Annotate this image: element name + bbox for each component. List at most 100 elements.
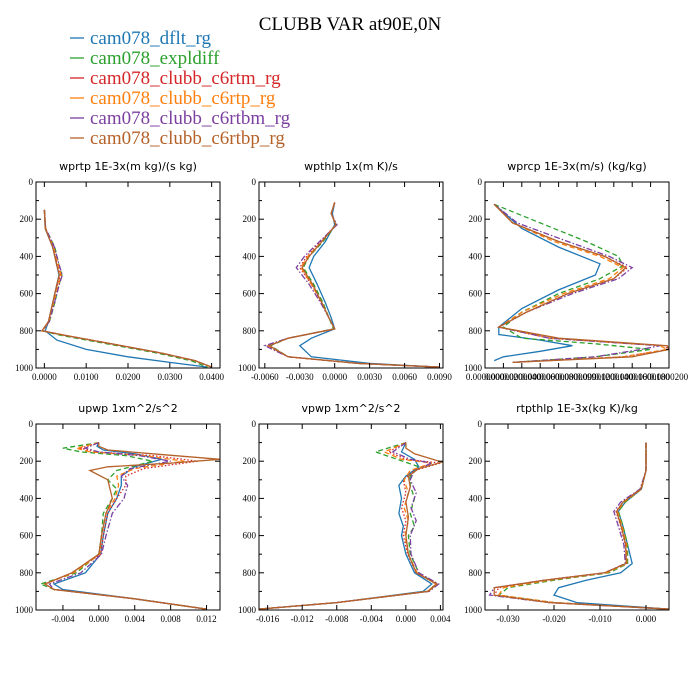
y-tick-label: 400 [243, 251, 257, 261]
series-line-cam078_dflt_rg [493, 203, 601, 362]
y-tick-label: 800 [469, 326, 483, 336]
x-tick-label: 0.000 [636, 614, 657, 624]
y-tick-label: 200 [20, 214, 34, 224]
plot-frame [258, 423, 444, 611]
panels: wprtp 1E-3x(m kg)/(s kg) 0 200 400 600 800 100… [15, 160, 689, 624]
series-line-cam078_clubb_c6rtp_rg [493, 203, 669, 364]
x-tick-label: 0.0400 [199, 372, 224, 382]
x-tick-label: 0.0000099 [558, 372, 597, 382]
x-tick-label: 0.0000180 [631, 372, 670, 382]
y-tick-label: 600 [469, 289, 483, 299]
y-tick-label: 800 [20, 568, 34, 578]
legend-entry: cam078_clubb_c6rtp_rg [90, 88, 276, 109]
series-line-cam078_clubb_c6rtbm_rg [263, 202, 440, 368]
series-line-cam078_clubb_c6rtp_rg [266, 202, 440, 368]
series-line-cam078_dflt_rg [52, 442, 207, 610]
x-tick-label: -0.004 [360, 614, 384, 624]
y-tick-label: 1000 [15, 605, 34, 615]
y-tick-label: 400 [469, 251, 483, 261]
x-tick-label: 0.008 [161, 614, 182, 624]
x-tick-label: 0.0000 [32, 372, 57, 382]
series-line-cam078_clubb_c6rtbp_rg [259, 442, 443, 610]
x-tick-label: 0.0200 [116, 372, 141, 382]
x-tick-label: 0.0060 [392, 372, 417, 382]
x-tick-label: 0.0090 [427, 372, 452, 382]
legend-entry: cam078_expldiff [90, 48, 220, 69]
x-tick-label: 0.0000160 [613, 372, 652, 382]
y-tick-label: 800 [20, 326, 34, 336]
x-tick-label: -0.0060 [251, 372, 279, 382]
panel-title: rtpthlp 1E-3x(kg K)/kg [516, 402, 638, 415]
legend-entry: cam078_clubb_c6rtbm_rg [90, 108, 291, 129]
series-line-cam078_clubb_c6rtbm_rg [48, 442, 207, 610]
y-tick-label: 600 [20, 289, 34, 299]
x-tick-label: 0.0000140 [595, 372, 634, 382]
panel-title: wprcp 1E-3x(m/s) (kg/kg) [507, 160, 646, 173]
y-tick-label: 400 [469, 493, 483, 503]
series-line-cam078_dflt_rg [553, 442, 669, 610]
panel-title: wprtp 1E-3x(m kg)/(s kg) [59, 160, 197, 173]
x-tick-label: 0.0000040 [503, 372, 542, 382]
x-tick-label: 0.0100 [74, 372, 99, 382]
y-tick-label: 600 [20, 531, 34, 541]
x-tick-label: -0.008 [325, 614, 349, 624]
series-line-cam078_clubb_c6rtbp_rg [493, 442, 669, 610]
panel-title: wpthlp 1x(m K)/s [304, 160, 398, 173]
x-tick-label: 0.0030 [357, 372, 382, 382]
series-line-cam078_clubb_c6rtbp_rg [268, 202, 440, 368]
x-tick-label: 0.0000080 [539, 372, 578, 382]
y-tick-label: 400 [243, 493, 257, 503]
x-tick-label: -0.030 [496, 614, 520, 624]
series-line-cam078_expldiff [269, 202, 440, 368]
x-tick-label: 0.0000000 [466, 372, 505, 382]
panel: upwp 1xm^2/s^2 0 200 400 600 800 1000 -0.004 0.0… [15, 402, 221, 624]
series-line-cam078_clubb_c6rtp_rg [43, 441, 207, 610]
y-tick-label: 600 [243, 289, 257, 299]
series-line-cam078_clubb_c6rtbm_rg [41, 209, 212, 368]
x-tick-label: 0.012 [196, 614, 216, 624]
plot-frame [258, 181, 444, 369]
y-tick-label: 1000 [464, 363, 483, 373]
series-line-cam078_clubb_c6rtbp_rg [40, 209, 212, 368]
legend: cam078_dflt_rgcam078_expldiffcam078_club… [70, 28, 291, 149]
y-tick-label: 200 [469, 456, 483, 466]
y-tick-label: 0 [478, 177, 483, 187]
x-tick-label: -0.004 [51, 614, 75, 624]
x-tick-label: -0.016 [256, 614, 280, 624]
series-line-cam078_clubb_c6rtbm_rg [259, 442, 440, 610]
y-tick-label: 400 [20, 251, 34, 261]
plot-frame [35, 181, 221, 369]
y-tick-label: 1000 [464, 605, 483, 615]
x-tick-label: 0.000 [396, 614, 417, 624]
x-tick-label: 0.0000 [322, 372, 347, 382]
y-tick-label: 400 [20, 493, 34, 503]
x-tick-label: 0.0000020 [484, 372, 523, 382]
figure-title: CLUBB VAR at90E,0N [259, 14, 442, 35]
panel: wprcp 1E-3x(m/s) (kg/kg) 0 200 400 600 800 100… [464, 160, 689, 382]
y-tick-label: 0 [252, 177, 257, 187]
x-tick-label: 0.004 [125, 614, 146, 624]
x-tick-label: -0.012 [291, 614, 314, 624]
series-line-cam078_dflt_rg [298, 202, 440, 368]
x-tick-label: 0.004 [430, 614, 451, 624]
y-tick-label: 0 [478, 419, 483, 429]
series-line-cam078_clubb_c6rtm_rg [259, 442, 441, 610]
legend-entry: cam078_clubb_c6rtm_rg [90, 68, 281, 89]
series-line-cam078_clubb_c6rtp_rg [259, 442, 438, 610]
y-tick-label: 200 [469, 214, 483, 224]
x-tick-label: 0.0000060 [521, 372, 560, 382]
y-tick-label: 200 [20, 456, 34, 466]
panel: rtpthlp 1E-3x(kg K)/kg 0 200 400 600 800 1000 -… [464, 402, 670, 624]
panel-title: upwp 1xm^2/s^2 [78, 402, 178, 415]
x-tick-label: -0.010 [588, 614, 612, 624]
y-tick-label: 0 [29, 419, 34, 429]
y-tick-label: 800 [243, 326, 257, 336]
y-tick-label: 0 [252, 419, 257, 429]
y-tick-label: 600 [469, 531, 483, 541]
y-tick-label: 1000 [238, 363, 257, 373]
series-line-cam078_dflt_rg [259, 442, 433, 610]
panel: wprtp 1E-3x(m kg)/(s kg) 0 200 400 600 800 100… [15, 160, 225, 382]
y-tick-label: 200 [243, 214, 257, 224]
y-tick-label: 0 [29, 177, 34, 187]
